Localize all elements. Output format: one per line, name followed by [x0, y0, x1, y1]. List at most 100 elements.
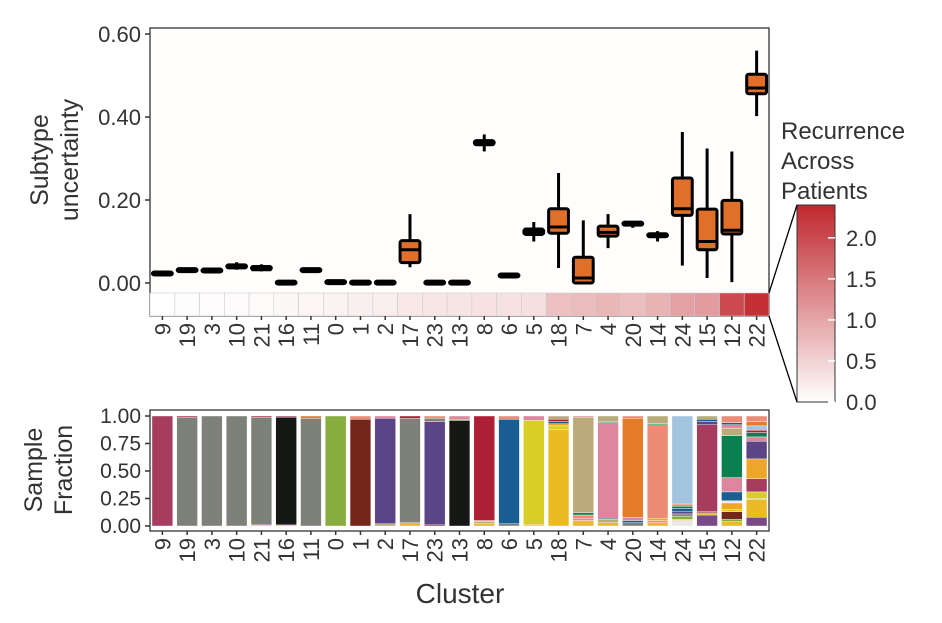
bar-segment — [721, 521, 743, 527]
heatmap-cell — [620, 292, 646, 317]
bar-segment — [721, 500, 743, 504]
connector-line — [768, 204, 798, 294]
bar-segment — [424, 415, 446, 419]
heatmap-cell — [273, 292, 299, 317]
y-axis-title: Sample — [20, 428, 48, 513]
x-tick-label: 24 — [670, 538, 695, 562]
bar-segment — [746, 436, 768, 442]
heatmap-cell — [521, 292, 547, 317]
x-tick-label: 19 — [175, 323, 200, 347]
bar-segment — [374, 523, 396, 527]
x-tick-label: 4 — [596, 538, 621, 550]
x-tick-label: 20 — [621, 323, 646, 347]
bar-segment — [250, 416, 273, 526]
bar-segment — [424, 421, 446, 526]
x-axis-title: Cluster — [416, 578, 505, 609]
x-tick-label: 18 — [547, 323, 572, 347]
y-axis-title: Fraction — [50, 425, 78, 515]
heatmap-cell — [347, 292, 374, 317]
heatmap-cell — [570, 292, 596, 317]
x-tick-label: 14 — [646, 538, 671, 562]
bar-segment — [696, 424, 718, 512]
x-tick-label: 2 — [373, 323, 398, 335]
bar-segment — [746, 421, 768, 427]
x-tick-label: 3 — [200, 538, 225, 550]
bar-segment — [671, 515, 693, 520]
bar-segment — [696, 512, 718, 516]
x-tick-label: 13 — [448, 538, 473, 562]
bar-segment — [547, 423, 570, 427]
bar-segment — [201, 415, 223, 527]
bar-segment — [176, 415, 198, 418]
x-tick-label: 17 — [398, 323, 423, 347]
heatmap-cell — [446, 292, 473, 317]
bar-segment — [424, 418, 446, 422]
x-tick-label: 0 — [324, 323, 349, 335]
y-tick-label: 0.60 — [98, 22, 141, 47]
bar-segment — [746, 491, 768, 499]
bar-segment — [325, 415, 347, 527]
y-tick-label: 0.25 — [100, 488, 141, 511]
x-tick-label: 10 — [225, 538, 250, 562]
bar-segment — [226, 415, 248, 527]
x-tick-label: 1 — [348, 538, 373, 550]
bar-segment — [176, 416, 198, 527]
x-tick-label: 17 — [398, 538, 423, 562]
heatmap-cell — [669, 292, 696, 317]
heatmap-cell — [545, 292, 572, 317]
legend-title: Recurrence — [781, 118, 905, 145]
legend-tick-label: 0.5 — [846, 349, 877, 374]
bar-segment — [746, 499, 768, 518]
legend-tick-label: 1.0 — [846, 308, 877, 333]
x-tick-label: 9 — [150, 538, 175, 550]
bar-segment — [448, 415, 471, 420]
heatmap-cell — [298, 292, 324, 317]
x-tick-label: 21 — [249, 538, 274, 562]
bar-segment — [547, 415, 570, 420]
bar-segment — [498, 415, 520, 420]
x-tick-label: 6 — [497, 323, 522, 335]
x-tick-label: 5 — [522, 323, 547, 335]
heatmap-cell — [644, 292, 671, 317]
bar-segment — [473, 521, 495, 524]
x-tick-label: 11 — [299, 538, 324, 561]
bar-segment — [696, 421, 718, 425]
bar-segment — [746, 415, 768, 422]
heatmap-cell — [248, 292, 275, 317]
x-tick-label: 12 — [720, 538, 745, 562]
bar-segment — [399, 522, 421, 527]
bar-segment — [721, 477, 743, 493]
heatmap-cell — [595, 292, 621, 317]
y-tick-label: 1.00 — [100, 405, 141, 428]
bar-segment — [572, 512, 594, 516]
bar-segment — [721, 509, 743, 512]
x-tick-label: 16 — [274, 323, 299, 347]
y-tick-label: 0.40 — [98, 105, 141, 130]
bar-segment — [746, 458, 768, 479]
box — [670, 176, 694, 217]
bar-segment — [721, 502, 743, 510]
heatmap-cell — [719, 292, 745, 317]
heatmap-cell — [149, 292, 176, 317]
bar-segment — [597, 422, 619, 519]
x-tick-label: 0 — [324, 538, 349, 550]
bar-segment — [721, 415, 743, 423]
bar-segment — [671, 415, 693, 505]
bar-segment — [349, 415, 372, 420]
heatmap-cell — [471, 292, 497, 317]
x-tick-label: 7 — [571, 538, 596, 550]
bar-segment — [746, 430, 768, 433]
legend-tick-label: 1.5 — [846, 267, 877, 292]
bar-segment — [622, 418, 644, 518]
x-tick-label: 12 — [720, 323, 745, 347]
bar-segment — [696, 415, 718, 420]
x-tick-label: 8 — [472, 323, 497, 335]
x-tick-label: 5 — [522, 538, 547, 550]
bar-segment — [721, 427, 743, 437]
x-tick-label: 2 — [373, 538, 398, 550]
y-tick-label: 0.00 — [100, 515, 141, 538]
bar-segment — [671, 508, 693, 512]
x-tick-label: 15 — [695, 538, 720, 562]
bar-segment — [646, 520, 669, 523]
